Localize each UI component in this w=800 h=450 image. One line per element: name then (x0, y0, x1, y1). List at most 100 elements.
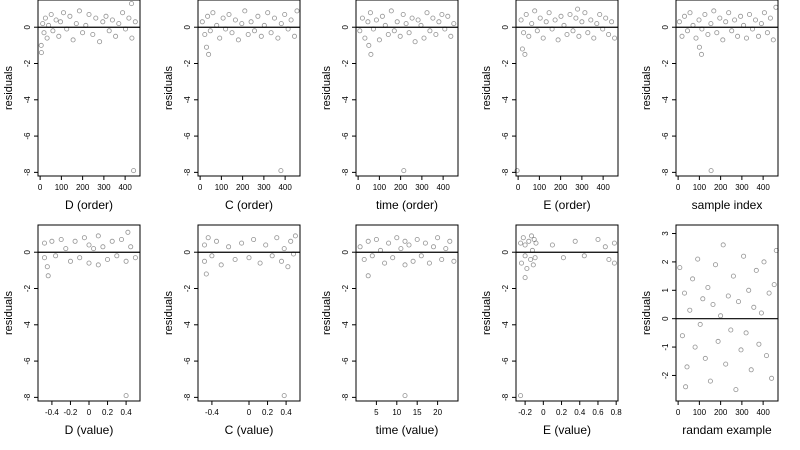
residual-point (756, 341, 762, 347)
residual-point (42, 240, 48, 246)
residual-point (738, 13, 744, 19)
residual-point (100, 244, 106, 250)
residual-point (522, 275, 528, 281)
residual-point (718, 313, 724, 319)
x-axis-label: time (order) (376, 198, 438, 212)
residual-point (373, 236, 379, 242)
y-tick-label: -2 (661, 371, 670, 379)
residual-point (53, 17, 59, 23)
residual-point (418, 253, 424, 259)
x-tick-label: 100 (533, 183, 547, 192)
residual-point (397, 33, 403, 39)
residual-point (611, 260, 617, 266)
residual-point (207, 28, 213, 34)
residual-point (382, 22, 388, 28)
residual-point (132, 19, 138, 25)
residual-point (684, 364, 690, 370)
residual-point (523, 11, 529, 17)
residual-point (271, 15, 277, 21)
residual-point (770, 37, 776, 43)
residual-point (708, 168, 714, 174)
residual-point (90, 32, 96, 38)
residual-point (394, 19, 400, 25)
residual-point (203, 271, 209, 277)
y-tick-label: 0 (501, 249, 510, 254)
residual-point (682, 290, 688, 296)
y-tick-label: -6 (23, 357, 32, 365)
residual-point (552, 17, 558, 23)
residual-point (386, 240, 392, 246)
residual-point (210, 10, 216, 16)
residual-point (95, 262, 101, 268)
x-tick-label: 0.4 (574, 408, 586, 417)
residual-point (522, 51, 528, 57)
residual-point (288, 17, 294, 23)
residual-point (758, 310, 764, 316)
residual-point (288, 238, 294, 244)
residual-point (129, 35, 135, 41)
residual-point (530, 262, 536, 268)
residual-point (123, 258, 129, 264)
residual-point (281, 246, 287, 252)
residual-point (744, 35, 750, 41)
residual-point (282, 11, 288, 17)
residual-point (726, 10, 732, 16)
residual-point (529, 233, 535, 239)
residual-point (402, 262, 408, 268)
residual-point (715, 338, 721, 344)
x-tick-label: 200 (554, 183, 568, 192)
residual-point (514, 168, 520, 174)
residual-point (126, 15, 132, 21)
residual-point (533, 240, 539, 246)
y-axis-label: residuals (163, 65, 175, 110)
residual-point (64, 26, 70, 32)
residual-point (761, 259, 767, 265)
x-tick-label: 0 (676, 408, 681, 417)
residual-point (132, 255, 138, 261)
residual-point (255, 13, 261, 19)
residual-point (205, 13, 211, 19)
x-tick-label: 200 (76, 183, 90, 192)
residual-point (226, 11, 232, 17)
residual-point (265, 10, 271, 16)
x-tick-label: 400 (756, 183, 770, 192)
residual-point (753, 267, 759, 273)
residual-point (705, 284, 711, 290)
residual-point (723, 19, 729, 25)
residual-point (736, 299, 742, 305)
residual-point (382, 260, 388, 266)
y-tick-label: -8 (501, 393, 510, 401)
residual-point (761, 10, 767, 16)
y-tick-label: -4 (23, 96, 32, 104)
residual-point (713, 262, 719, 268)
residual-point (714, 30, 720, 36)
residual-point (398, 246, 404, 252)
residual-point (232, 256, 238, 262)
residual-point (570, 28, 576, 34)
y-axis-label: residuals (163, 290, 175, 335)
residual-point (86, 242, 92, 248)
residual-point (711, 8, 717, 14)
x-tick-label: 300 (575, 183, 589, 192)
residual-point (588, 17, 594, 23)
x-tick-label: 100 (693, 183, 707, 192)
residual-point (522, 242, 528, 248)
plot-frame (675, 224, 779, 402)
residual-point (435, 235, 441, 241)
residual-point (206, 51, 212, 57)
residual-point (529, 21, 535, 27)
residual-point (46, 22, 52, 28)
plot-frame (37, 224, 141, 402)
residual-point (290, 251, 296, 257)
residual-point (214, 22, 220, 28)
residual-point (285, 264, 291, 270)
residual-point (109, 238, 115, 244)
residual-point (738, 347, 744, 353)
residual-point (58, 236, 64, 242)
x-tick-label: 100 (215, 183, 229, 192)
residual-point (561, 22, 567, 28)
y-tick-label: -2 (661, 59, 670, 67)
residual-point (767, 15, 773, 21)
residual-point (390, 255, 396, 261)
y-tick-label: -8 (661, 168, 670, 176)
